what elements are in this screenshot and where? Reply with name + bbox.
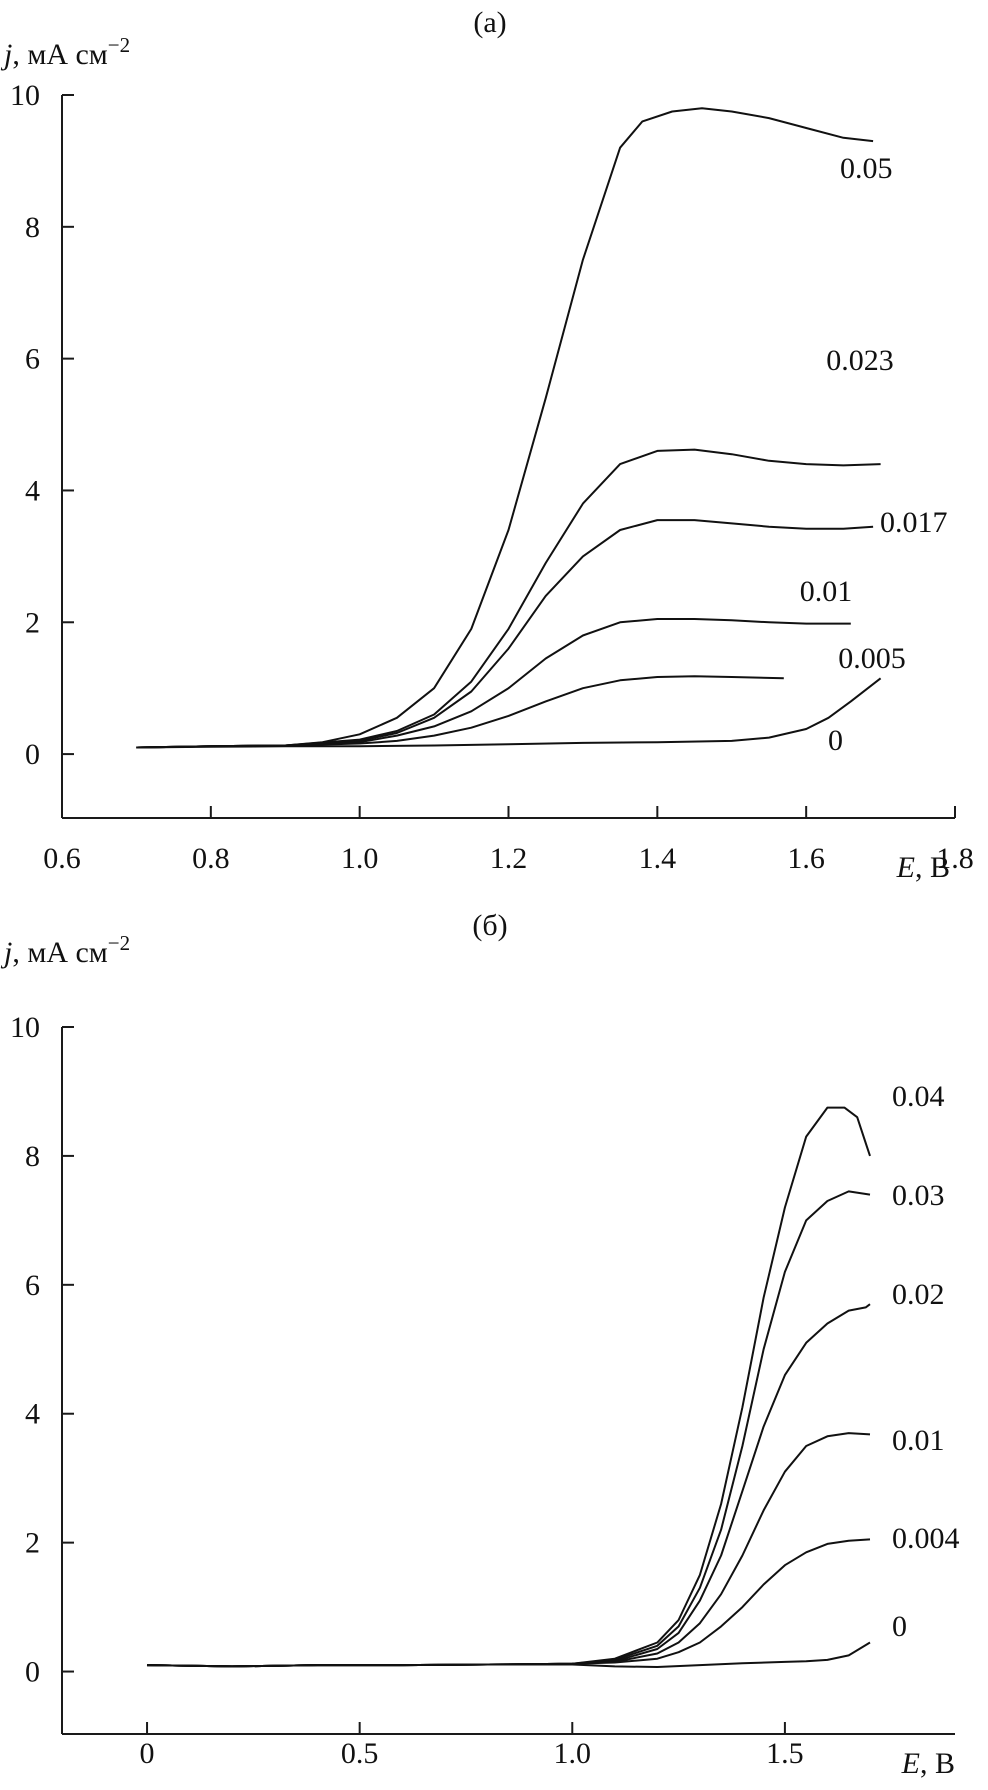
series-line-0_01 [146,1432,871,1668]
y-tick-label: 2 [25,606,40,639]
series-line-0_05 [136,107,874,749]
y-tick-label: 0 [25,1656,40,1689]
y-tick-label: 0 [25,738,40,771]
x-tick-label: 1.2 [490,842,528,875]
y-axis-title-b: j, мА см−2 [0,931,130,969]
series-line-0_023 [136,448,881,749]
series-label: 0.01 [800,575,853,608]
series-label: 0.02 [892,1278,945,1311]
series-line-0 [136,677,882,749]
series-label: 0.05 [840,152,893,185]
y-tick-label: 10 [10,79,40,112]
x-tick-label: 0 [140,1737,155,1770]
series-label: 0.004 [892,1522,960,1555]
x-tick-label: 1.8 [936,842,974,875]
series-line-0_017 [136,519,874,749]
series-line-0_005 [136,675,784,749]
x-tick-label: 1.0 [341,842,379,875]
x-tick-label: 1.6 [787,842,825,875]
series-line-0_04 [146,1106,871,1668]
y-tick-label: 2 [25,1527,40,1560]
x-tick-label: 1.0 [554,1737,592,1770]
y-tick-label: 4 [25,474,40,507]
y-tick-label: 8 [25,1140,40,1173]
series-line-0_01 [136,618,851,749]
chart-panel-b: (б) j, мА см−2 E, В 0 2 4 6 8 10 0 0.5 1.0 1.5 0.0… [0,909,960,1780]
x-axis-title-b: E, В [901,1747,955,1780]
series-line-0_03 [146,1190,871,1668]
x-tick-label: 0.6 [43,842,81,875]
x-tick-label: 1.5 [766,1737,804,1770]
y-tick-label: 10 [10,1011,40,1044]
y-tick-label: 6 [25,1269,40,1302]
series-label: 0 [892,1610,907,1643]
x-tick-label: 0.8 [192,842,230,875]
y-tick-label: 6 [25,343,40,376]
x-axis-title-a: E, В [896,851,950,884]
y-axis-title-a: j, мА см−2 [0,33,130,71]
series-label: 0.005 [838,642,906,675]
x-tick-label: 0.5 [341,1737,379,1770]
series-label: 0.01 [892,1424,945,1457]
series-label: 0.04 [892,1080,945,1113]
chart-panel-a: (a) j, мА см−2 E, В 0 2 4 6 8 10 0.6 0.8 1.0 1.2 1… [0,6,974,884]
panel-label-b: (б) [472,909,507,942]
series-label: 0.023 [826,344,894,377]
series-line-0 [146,1641,871,1668]
y-tick-label: 4 [25,1398,40,1431]
series-line-0_004 [146,1538,871,1668]
panel-label-a: (a) [473,6,506,39]
series-label: 0 [828,724,843,757]
x-tick-label: 1.4 [639,842,677,875]
series-label: 0.017 [880,506,948,539]
y-tick-label: 8 [25,211,40,244]
series-label: 0.03 [892,1179,945,1212]
